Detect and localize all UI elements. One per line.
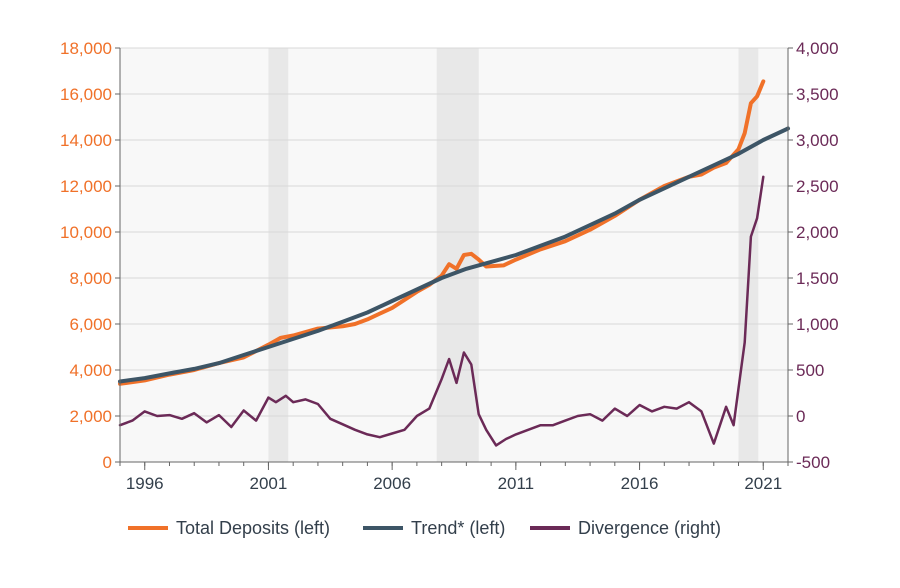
legend-label-trend: Trend* (left) [411,518,505,538]
x-tick-label: 2006 [373,474,411,493]
recession-band [268,48,289,462]
total-deposits-line [118,79,766,386]
right-tick-label: 500 [796,361,824,380]
left-tick-label: 14,000 [60,131,112,150]
legend-label-total-deposits: Total Deposits (left) [176,518,330,538]
left-tick-label: 6,000 [69,315,112,334]
x-tick-label: 2011 [498,474,535,493]
legend: Total Deposits (left) Trend* (left) Dive… [128,518,721,538]
gridlines [120,47,788,417]
x-tick-label: 2021 [744,474,782,493]
axes [119,48,789,463]
right-tick-label: 3,000 [796,131,839,150]
left-tick-label: 16,000 [60,85,112,104]
x-axis-ticks: 1996 2001 2006 2011 2016 2021 [119,462,789,493]
trend-line [118,126,790,384]
right-tick-label: 4,000 [796,39,839,58]
right-tick-label: 3,500 [796,85,839,104]
series-lines [118,79,790,447]
left-axis-ticks: 0 2,000 4,000 6,000 8,000 10,000 12,000 14,000 1… [60,39,120,472]
right-tick-label: 2,000 [796,223,839,242]
x-tick-label: 2016 [621,474,659,493]
right-tick-label: 0 [796,407,805,426]
right-tick-label: 2,500 [796,177,839,196]
left-tick-label: 2,000 [69,407,112,426]
left-tick-label: 0 [103,453,112,472]
left-tick-label: 12,000 [60,177,112,196]
x-tick-label: 2001 [250,474,288,493]
x-tick-label: 1996 [126,474,164,493]
right-tick-label: 1,500 [796,269,839,288]
left-tick-label: 18,000 [60,39,112,58]
right-axis-ticks: -500 0 500 1,000 1,500 2,000 2,500 3,000 3,500 4,… [788,39,839,472]
right-tick-label: 1,000 [796,315,839,334]
divergence-line [118,175,765,447]
right-tick-label: -500 [796,453,830,472]
legend-label-divergence: Divergence (right) [578,518,721,538]
left-tick-label: 10,000 [60,223,112,242]
left-tick-label: 8,000 [69,269,112,288]
left-tick-label: 4,000 [69,361,112,380]
